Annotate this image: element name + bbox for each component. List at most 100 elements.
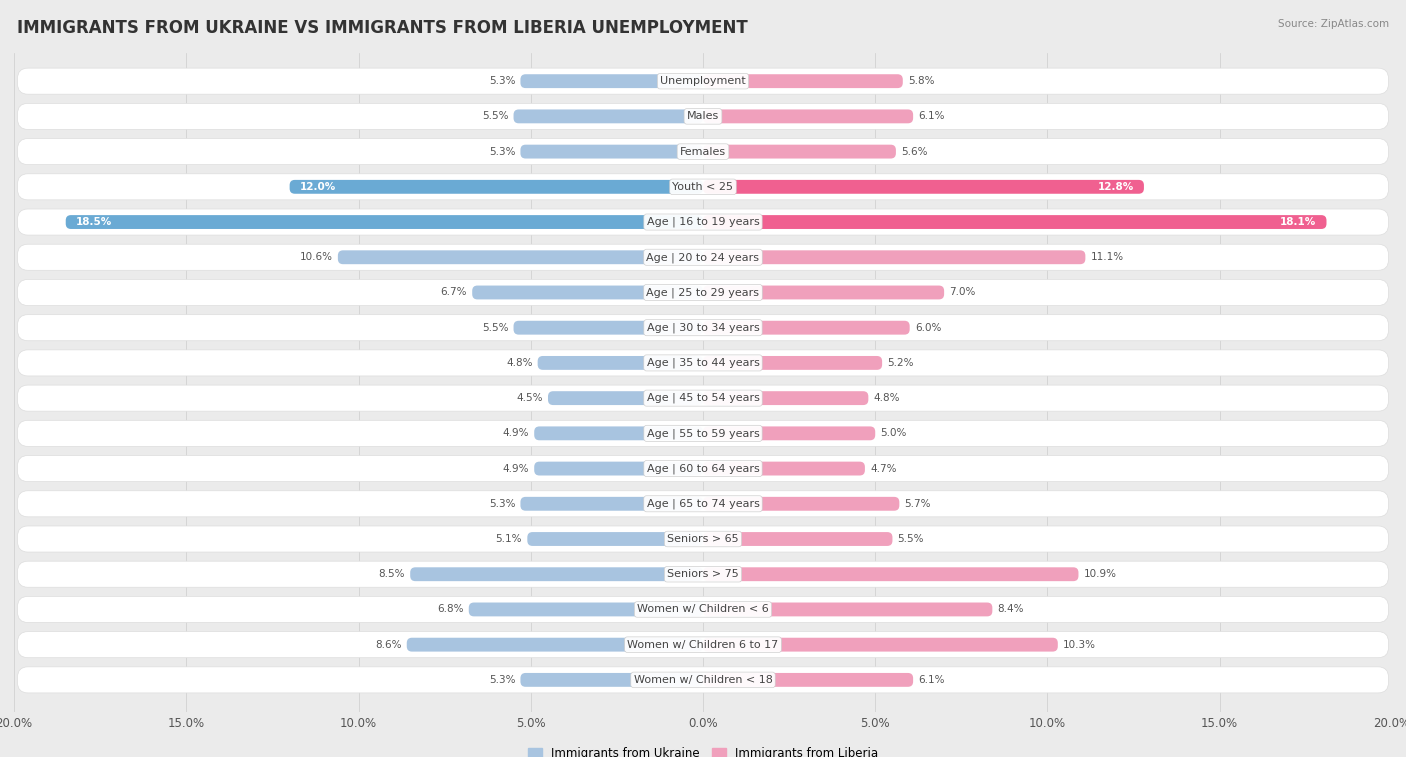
FancyBboxPatch shape <box>337 251 703 264</box>
FancyBboxPatch shape <box>17 279 1389 306</box>
Text: 5.2%: 5.2% <box>887 358 914 368</box>
Text: 5.5%: 5.5% <box>897 534 924 544</box>
FancyBboxPatch shape <box>703 673 912 687</box>
FancyBboxPatch shape <box>703 215 1326 229</box>
Text: 18.5%: 18.5% <box>76 217 112 227</box>
Text: 7.0%: 7.0% <box>949 288 976 298</box>
Text: 10.9%: 10.9% <box>1084 569 1116 579</box>
Text: 6.1%: 6.1% <box>918 111 945 121</box>
Text: Unemployment: Unemployment <box>661 76 745 86</box>
FancyBboxPatch shape <box>17 597 1389 622</box>
FancyBboxPatch shape <box>17 350 1389 376</box>
Text: Women w/ Children < 6: Women w/ Children < 6 <box>637 604 769 615</box>
FancyBboxPatch shape <box>520 497 703 511</box>
Text: 4.8%: 4.8% <box>873 393 900 403</box>
Text: 4.9%: 4.9% <box>502 428 529 438</box>
FancyBboxPatch shape <box>17 526 1389 552</box>
FancyBboxPatch shape <box>703 567 1078 581</box>
Text: 5.7%: 5.7% <box>904 499 931 509</box>
FancyBboxPatch shape <box>703 74 903 88</box>
Text: 10.3%: 10.3% <box>1063 640 1095 650</box>
Text: 4.7%: 4.7% <box>870 463 897 474</box>
Text: 4.5%: 4.5% <box>516 393 543 403</box>
Text: 5.5%: 5.5% <box>482 111 509 121</box>
FancyBboxPatch shape <box>17 385 1389 411</box>
FancyBboxPatch shape <box>17 139 1389 164</box>
Text: 8.5%: 8.5% <box>378 569 405 579</box>
Text: Youth < 25: Youth < 25 <box>672 182 734 192</box>
Text: IMMIGRANTS FROM UKRAINE VS IMMIGRANTS FROM LIBERIA UNEMPLOYMENT: IMMIGRANTS FROM UKRAINE VS IMMIGRANTS FR… <box>17 19 748 37</box>
Text: Seniors > 75: Seniors > 75 <box>666 569 740 579</box>
FancyBboxPatch shape <box>520 145 703 158</box>
FancyBboxPatch shape <box>548 391 703 405</box>
Text: Age | 60 to 64 years: Age | 60 to 64 years <box>647 463 759 474</box>
Text: 5.8%: 5.8% <box>908 76 935 86</box>
Text: 8.4%: 8.4% <box>997 604 1024 615</box>
Text: 12.8%: 12.8% <box>1097 182 1133 192</box>
Text: Age | 65 to 74 years: Age | 65 to 74 years <box>647 499 759 509</box>
FancyBboxPatch shape <box>468 603 703 616</box>
Text: Age | 35 to 44 years: Age | 35 to 44 years <box>647 357 759 368</box>
FancyBboxPatch shape <box>472 285 703 300</box>
Text: Age | 45 to 54 years: Age | 45 to 54 years <box>647 393 759 403</box>
Text: 11.1%: 11.1% <box>1091 252 1123 262</box>
Text: Age | 55 to 59 years: Age | 55 to 59 years <box>647 428 759 438</box>
Text: 4.8%: 4.8% <box>506 358 533 368</box>
FancyBboxPatch shape <box>534 426 703 441</box>
FancyBboxPatch shape <box>513 110 703 123</box>
FancyBboxPatch shape <box>703 145 896 158</box>
Text: 5.3%: 5.3% <box>489 147 515 157</box>
FancyBboxPatch shape <box>703 532 893 546</box>
FancyBboxPatch shape <box>703 637 1057 652</box>
FancyBboxPatch shape <box>17 174 1389 200</box>
FancyBboxPatch shape <box>17 561 1389 587</box>
FancyBboxPatch shape <box>17 456 1389 481</box>
FancyBboxPatch shape <box>17 631 1389 658</box>
FancyBboxPatch shape <box>411 567 703 581</box>
Text: 12.0%: 12.0% <box>299 182 336 192</box>
Text: 6.7%: 6.7% <box>440 288 467 298</box>
Legend: Immigrants from Ukraine, Immigrants from Liberia: Immigrants from Ukraine, Immigrants from… <box>523 743 883 757</box>
Text: Seniors > 65: Seniors > 65 <box>668 534 738 544</box>
FancyBboxPatch shape <box>537 356 703 370</box>
FancyBboxPatch shape <box>703 391 869 405</box>
Text: 5.3%: 5.3% <box>489 499 515 509</box>
FancyBboxPatch shape <box>703 251 1085 264</box>
FancyBboxPatch shape <box>703 285 945 300</box>
Text: Age | 16 to 19 years: Age | 16 to 19 years <box>647 217 759 227</box>
Text: Source: ZipAtlas.com: Source: ZipAtlas.com <box>1278 19 1389 29</box>
Text: 5.3%: 5.3% <box>489 675 515 685</box>
FancyBboxPatch shape <box>17 315 1389 341</box>
FancyBboxPatch shape <box>703 180 1144 194</box>
Text: Age | 25 to 29 years: Age | 25 to 29 years <box>647 287 759 298</box>
Text: 6.0%: 6.0% <box>915 322 941 332</box>
FancyBboxPatch shape <box>406 637 703 652</box>
FancyBboxPatch shape <box>534 462 703 475</box>
Text: 5.0%: 5.0% <box>880 428 907 438</box>
Text: 5.3%: 5.3% <box>489 76 515 86</box>
FancyBboxPatch shape <box>17 667 1389 693</box>
Text: Females: Females <box>681 147 725 157</box>
Text: 5.5%: 5.5% <box>482 322 509 332</box>
FancyBboxPatch shape <box>17 68 1389 94</box>
Text: 10.6%: 10.6% <box>299 252 333 262</box>
FancyBboxPatch shape <box>17 491 1389 517</box>
FancyBboxPatch shape <box>17 245 1389 270</box>
FancyBboxPatch shape <box>17 209 1389 235</box>
Text: Women w/ Children 6 to 17: Women w/ Children 6 to 17 <box>627 640 779 650</box>
FancyBboxPatch shape <box>703 110 912 123</box>
Text: Women w/ Children < 18: Women w/ Children < 18 <box>634 675 772 685</box>
Text: 18.1%: 18.1% <box>1279 217 1316 227</box>
FancyBboxPatch shape <box>703 426 875 441</box>
FancyBboxPatch shape <box>703 356 882 370</box>
FancyBboxPatch shape <box>703 497 900 511</box>
FancyBboxPatch shape <box>520 673 703 687</box>
Text: 6.1%: 6.1% <box>918 675 945 685</box>
FancyBboxPatch shape <box>527 532 703 546</box>
Text: 6.8%: 6.8% <box>437 604 464 615</box>
Text: 4.9%: 4.9% <box>502 463 529 474</box>
FancyBboxPatch shape <box>17 420 1389 447</box>
Text: 5.6%: 5.6% <box>901 147 928 157</box>
Text: 8.6%: 8.6% <box>375 640 402 650</box>
Text: Age | 20 to 24 years: Age | 20 to 24 years <box>647 252 759 263</box>
